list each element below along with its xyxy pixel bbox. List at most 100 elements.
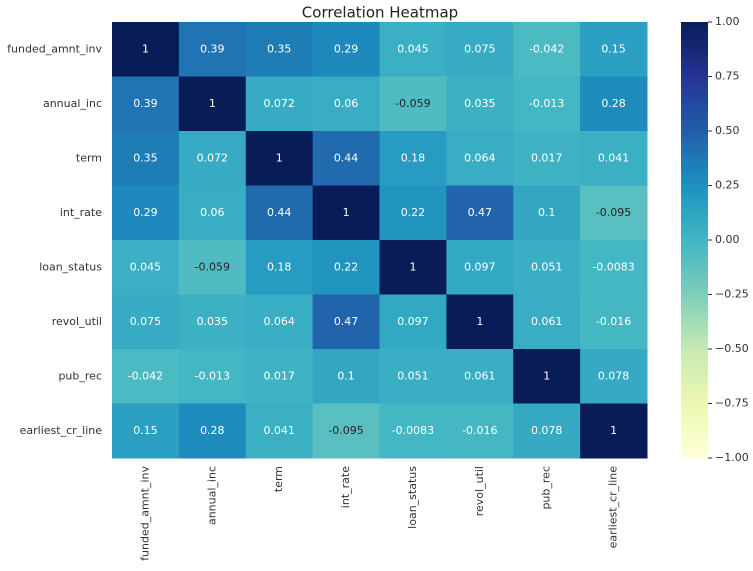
heatmap-cell — [245, 294, 314, 350]
cell-label: 0.28 — [200, 424, 225, 437]
cell-label: 0.15 — [601, 42, 626, 55]
colorbar-tick-label: 0.00 — [715, 233, 740, 246]
cell-label: 0.041 — [263, 424, 295, 437]
y-tick-label: term — [76, 151, 102, 164]
cell-label: 0.035 — [197, 315, 229, 328]
heatmap-cell — [446, 131, 514, 186]
cell-label: 1 — [276, 151, 283, 164]
heatmap-cell — [112, 185, 180, 241]
colorbar-tick-label: 0.50 — [715, 124, 740, 137]
colorbar-tick-label: 0.25 — [715, 179, 740, 192]
cell-label: 0.097 — [397, 315, 429, 328]
heatmap-cell — [513, 131, 581, 186]
cell-label: -0.013 — [529, 97, 564, 110]
cell-label: 0.072 — [197, 151, 229, 164]
heatmap-cell — [178, 294, 247, 350]
heatmap-cell — [112, 349, 180, 404]
x-tick-label: int_rate — [339, 466, 352, 508]
x-tick-label: revol_util — [473, 466, 486, 516]
heatmap-cell — [112, 240, 180, 295]
heatmap-cell — [446, 294, 514, 350]
cell-label: 0.15 — [133, 424, 158, 437]
cell-label: 0.061 — [531, 315, 563, 328]
heatmap-cell — [513, 294, 581, 350]
heatmap-cell — [112, 294, 180, 350]
colorbar-tick-label: −0.25 — [715, 288, 749, 301]
cell-label: -0.0083 — [392, 424, 434, 437]
heatmap-cell — [245, 240, 314, 295]
heatmap-cell — [178, 76, 247, 132]
heatmap-cell — [379, 294, 447, 350]
heatmap-cell — [379, 240, 447, 295]
x-tick-label: annual_inc — [205, 466, 218, 525]
cell-label: 0.064 — [263, 315, 295, 328]
cell-label: 0.075 — [464, 42, 496, 55]
y-tick-label: funded_amnt_inv — [7, 42, 102, 55]
cell-label: 0.28 — [601, 97, 626, 110]
heatmap-cell — [112, 76, 180, 132]
cell-label: 0.078 — [531, 424, 563, 437]
heatmap-cell — [580, 22, 648, 77]
heatmap-cell — [245, 131, 314, 186]
cell-label: -0.0083 — [592, 260, 634, 273]
y-tick-label: pub_rec — [58, 369, 102, 382]
heatmap-cell — [446, 185, 514, 241]
heatmap-cell — [513, 185, 581, 241]
heatmap-cell — [178, 22, 247, 77]
colorbar — [681, 22, 708, 458]
cell-label: 0.29 — [334, 42, 359, 55]
cell-label: -0.095 — [596, 206, 631, 219]
heatmap-cell — [580, 240, 648, 295]
heatmap-cell — [178, 349, 247, 404]
cell-label: 0.44 — [334, 151, 359, 164]
colorbar-tick-label: 1.00 — [715, 15, 740, 28]
heatmap-cell — [312, 185, 380, 241]
cell-label: 0.06 — [200, 206, 225, 219]
cell-label: -0.016 — [596, 315, 631, 328]
cell-label: 1 — [409, 260, 416, 273]
heatmap-cell — [312, 240, 380, 295]
cell-label: 0.47 — [334, 315, 359, 328]
heatmap-cell — [312, 131, 380, 186]
heatmap-cell — [379, 185, 447, 241]
heatmap-cell — [112, 22, 180, 77]
heatmap-cell — [513, 22, 581, 77]
heatmap-cell — [580, 76, 648, 132]
heatmap-cell — [245, 76, 314, 132]
heatmap-cell — [312, 294, 380, 350]
colorbar-tick-label: −1.00 — [715, 451, 749, 464]
cell-label: 0.39 — [200, 42, 225, 55]
cell-label: 0.061 — [464, 369, 496, 382]
cell-label: 0.045 — [397, 42, 429, 55]
heatmap-cell — [513, 349, 581, 404]
cell-label: 0.051 — [531, 260, 563, 273]
cell-label: -0.042 — [128, 369, 163, 382]
cell-label: 0.1 — [337, 369, 355, 382]
cell-label: 0.1 — [538, 206, 556, 219]
heatmap-cell — [245, 185, 314, 241]
cell-label: -0.016 — [462, 424, 497, 437]
x-tick-label: earliest_cr_line — [607, 466, 620, 549]
cell-label: 0.072 — [263, 97, 295, 110]
cell-label: 1 — [343, 206, 350, 219]
cell-label: 0.47 — [468, 206, 493, 219]
cell-label: 1 — [543, 369, 550, 382]
heatmap-cell — [379, 76, 447, 132]
heatmap-cell — [112, 131, 180, 186]
cell-label: 0.075 — [130, 315, 162, 328]
cell-label: -0.095 — [328, 424, 363, 437]
heatmap-cell — [513, 76, 581, 132]
cell-label: 0.041 — [598, 151, 630, 164]
cell-label: -0.059 — [395, 97, 430, 110]
cell-label: -0.042 — [529, 42, 564, 55]
heatmap-cell — [245, 22, 314, 77]
cell-label: 1 — [142, 42, 149, 55]
colorbar-tick-label: −0.50 — [715, 342, 749, 355]
y-tick-label: int_rate — [60, 206, 102, 219]
cell-label: 0.078 — [598, 369, 630, 382]
cell-label: 0.18 — [267, 260, 292, 273]
cell-label: 0.017 — [531, 151, 563, 164]
y-tick-label: revol_util — [52, 315, 102, 328]
cell-label: 1 — [209, 97, 216, 110]
